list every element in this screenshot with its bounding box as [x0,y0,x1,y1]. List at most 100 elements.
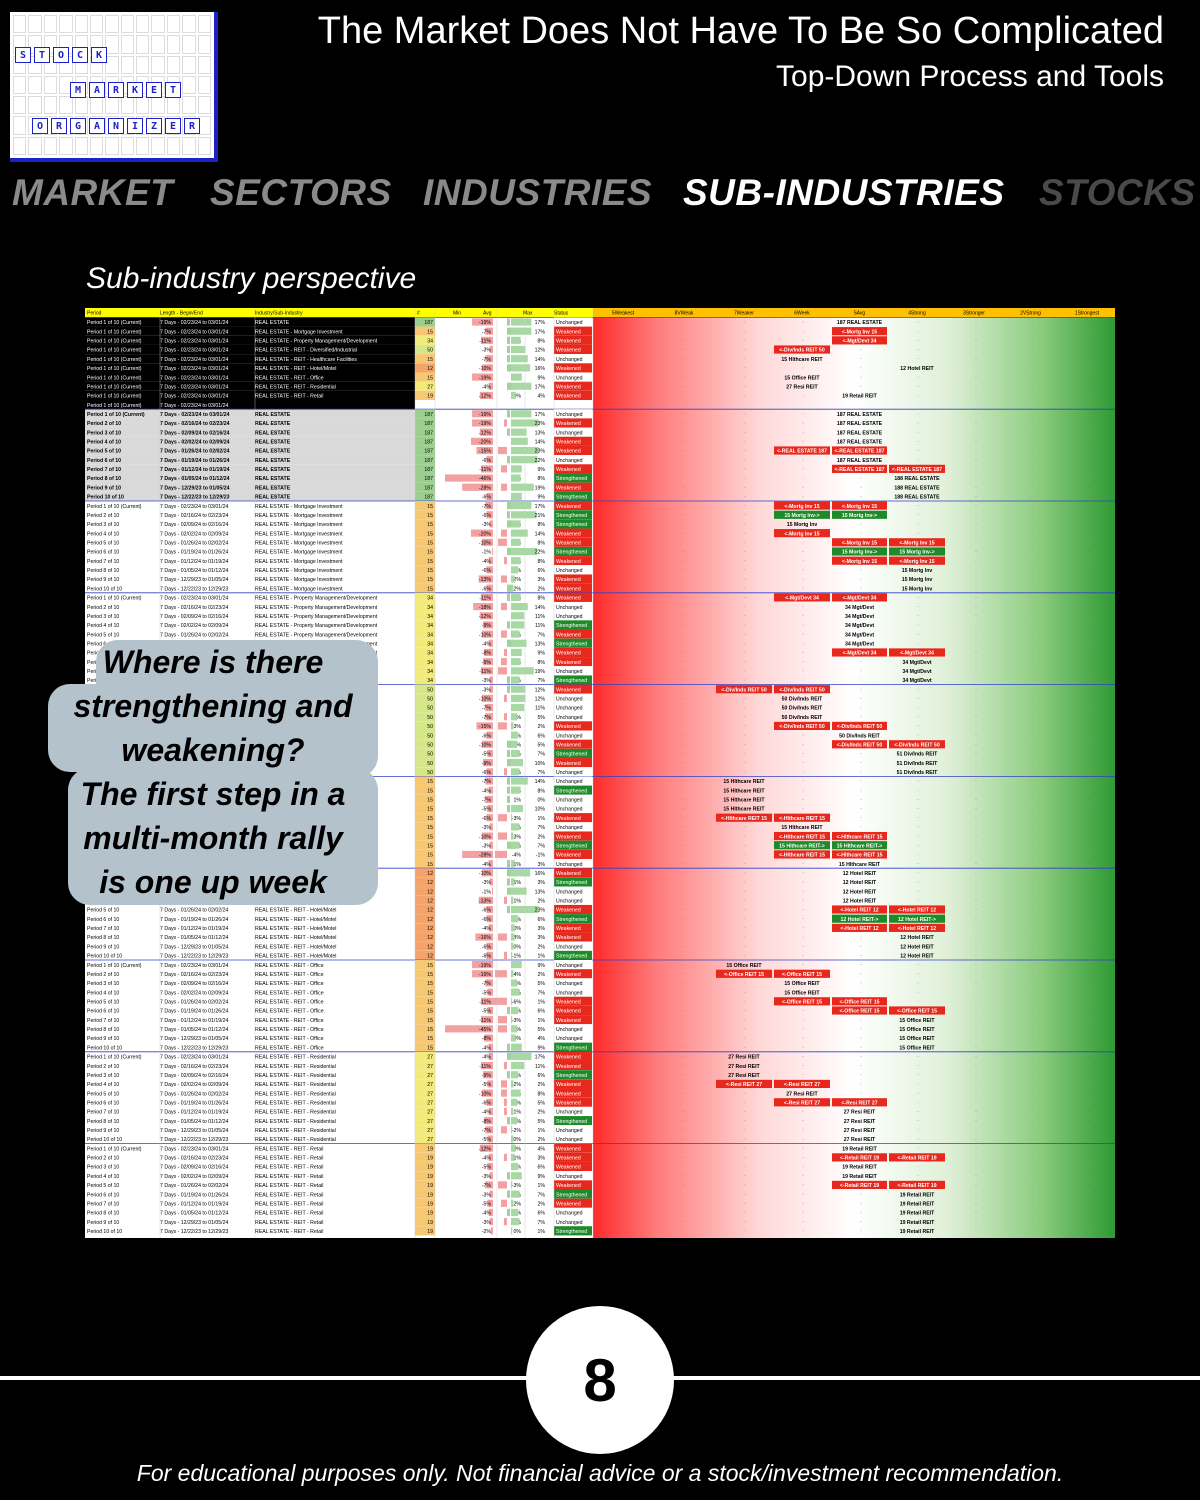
avg-cell: 0% [514,1229,522,1235]
min-data-bar [485,355,493,363]
heat-grid-dot [622,670,624,672]
count-cell-bg [415,895,435,905]
count-cell-bg [415,537,435,547]
heat-grid-dot [1088,1120,1090,1121]
heat-cell-label: 27 Resi REIT [844,1137,876,1143]
min-cell: -6% [482,495,492,501]
nav-item-industries[interactable]: INDUSTRIES [423,172,653,213]
range-cell: 7 Days - 01/12/24 to 01/19/24 [160,467,230,473]
nav-item-sectors[interactable]: SECTORS [210,172,392,213]
avg-data-bar [498,538,507,546]
heat-grid-dot [860,1230,862,1232]
heat-grid-dot [975,973,977,975]
status-cell-bg [554,354,592,364]
logo-grid-cell [182,96,196,115]
row-bg [85,1198,593,1208]
heat-grid-dot [860,1120,862,1121]
count-cell-bg [415,923,435,933]
heat-grid-dot [744,486,746,488]
min-cell: -46% [479,476,491,482]
count-cell: 15 [427,843,433,849]
max-data-bar [511,538,521,546]
heat-grid-dot [1088,1083,1090,1085]
min-cell: -12% [479,394,491,400]
heat-grid-dot [917,955,919,956]
count-cell-bg [415,354,435,364]
min-cell: -3% [482,522,492,528]
heat-column-header: 5Avg [854,311,866,317]
heat-grid-dot [802,385,804,387]
max-data-bar [511,410,532,418]
count-cell-bg [415,1217,435,1227]
heat-grid-dot [682,624,684,626]
heat-grid-dot [802,982,804,984]
min-cell: -5% [482,1201,492,1207]
min-data-bar [475,933,493,941]
heat-grid-dot [860,1175,862,1177]
heat-cell-label: 15 Office REIT [784,981,820,987]
period-cell: Period 6 of 10 [87,1100,119,1106]
heat-grid-dot [917,349,919,350]
range-cell: 7 Days - 01/19/24 to 01/26/24 [160,1100,228,1106]
nav-item-market[interactable]: MARKET [12,172,174,213]
avg-cell: 0% [514,394,522,400]
max-data-bar [511,924,515,932]
period-cell: Period 3 of 10 [87,614,119,620]
min-data-bar [485,713,493,721]
callout-line: Where is there [102,644,324,680]
heat-grid-dot [1088,1074,1090,1076]
min-cell: -12% [479,430,491,436]
status-cell: Unchanged [556,779,583,785]
range-cell: 7 Days - 02/23/24 to 03/01/24 [160,339,228,345]
count-cell: 187 [424,440,433,446]
heat-grid-dot [744,1120,746,1121]
weakened-tag [889,556,945,565]
min-data-bar [482,740,493,748]
heat-grid-dot [802,450,804,451]
heat-grid-dot [744,753,746,754]
heat-grid-dot [975,514,977,516]
weakened-tag [889,1180,945,1189]
industry-cell: REAL ESTATE - REIT - Office [255,1027,324,1033]
status-cell: Weakened [556,972,581,978]
min-data-bar [472,961,493,969]
period-cell: Period 1 of 10 (Current) [87,504,142,510]
heat-grid-dot [682,652,684,653]
heat-grid-dot [860,330,862,332]
max-cell: 7% [538,632,546,638]
heat-grid-dot [682,597,684,598]
heat-grid-dot [802,1028,804,1030]
heat-grid-dot [622,1010,624,1011]
heat-grid-dot [860,597,862,598]
min-cell: -4% [482,1156,492,1162]
status-cell-bg [554,996,592,1006]
heat-grid-dot [744,743,746,745]
heat-grid-dot [802,569,804,571]
count-cell: 15 [427,1009,433,1015]
avg-data-bar [507,593,510,601]
weakened-tag [889,1153,945,1162]
min-cell: -28% [479,485,491,491]
heat-grid-dot [1031,890,1033,892]
industry-cell: REAL ESTATE - REIT - Residential [255,1110,336,1116]
market-row-bg [85,473,415,483]
count-cell: 15 [427,1045,433,1051]
heat-grid-dot [1031,698,1033,699]
heat-grid-dot [917,1037,919,1039]
heat-grid-dot [1031,1092,1033,1094]
status-cell: Weakened [556,1165,581,1171]
avg-data-bar [507,887,513,895]
heat-grid-dot [1031,936,1033,938]
industry-cell: REAL ESTATE - REIT - Office [255,963,324,969]
nav-item-sub-industries[interactable]: SUB-INDUSTRIES [683,172,1005,213]
heat-grid-dot [860,734,862,736]
count-cell: 15 [427,1036,433,1042]
heat-grid-dot [622,587,624,589]
max-cell: -1% [536,853,546,859]
nav-item-stocks[interactable]: STOCKS [1039,172,1196,213]
heat-grid-dot [975,578,977,580]
heat-grid-dot [860,771,862,773]
industry-cell: REAL ESTATE - REIT - Hotel/Motel [255,908,336,914]
count-cell: 34 [427,605,433,611]
heat-grid-dot [622,899,624,901]
